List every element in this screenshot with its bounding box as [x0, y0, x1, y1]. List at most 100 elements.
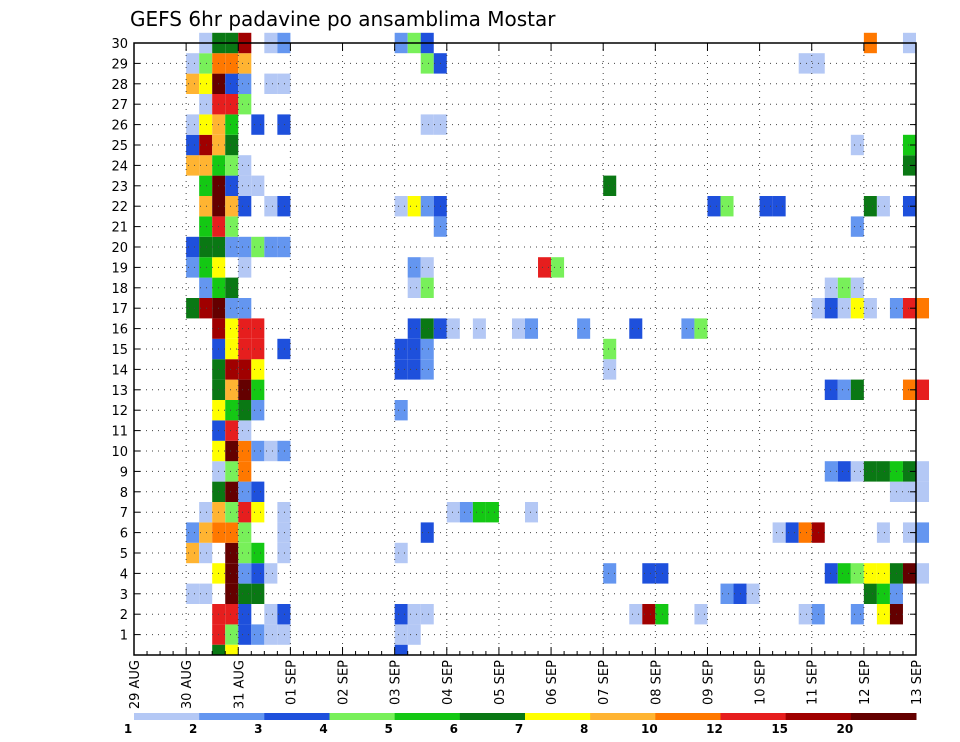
heatmap-cell [420, 257, 434, 278]
heatmap-cell [420, 277, 434, 298]
heatmap-cell [876, 461, 890, 482]
heatmap-cell [798, 604, 812, 625]
heatmap-cell [407, 277, 421, 298]
heatmap-cell [238, 359, 252, 380]
heatmap-cell [902, 481, 916, 502]
heatmap-cell [251, 583, 265, 604]
heatmap-cell [199, 502, 213, 523]
colorbar-segment [590, 713, 656, 720]
heatmap-cell [916, 522, 930, 543]
heatmap-cell [876, 196, 890, 217]
heatmap-cell [902, 379, 916, 400]
x-tick-label: 11 SEP [806, 660, 821, 705]
y-tick-label: 6 [120, 527, 128, 542]
heatmap-cell [225, 359, 239, 380]
heatmap-cell [394, 624, 408, 645]
heatmap-cell [251, 563, 265, 584]
heatmap-cell [824, 461, 838, 482]
heatmap-cell [642, 563, 656, 584]
y-tick-label: 1 [120, 629, 128, 644]
heatmap-cell [902, 522, 916, 543]
colorbar-segment [459, 713, 526, 720]
heatmap-cell [407, 257, 421, 278]
y-tick-label: 12 [111, 404, 128, 419]
heatmap-cell [225, 461, 239, 482]
colorbar-segment [525, 713, 591, 720]
heatmap-cell [863, 461, 877, 482]
heatmap-cell [238, 624, 252, 645]
colorbar-label: 1 [124, 722, 132, 736]
heatmap-cell [863, 563, 877, 584]
colorbar-label: 2 [189, 722, 197, 736]
heatmap-cell [264, 73, 278, 94]
y-tick-label: 22 [111, 200, 128, 215]
heatmap-cell [225, 604, 239, 625]
heatmap-cell [916, 481, 930, 502]
heatmap-cell [394, 400, 408, 421]
heatmap-cell [525, 502, 539, 523]
heatmap-cell [238, 175, 252, 196]
heatmap-cell [186, 583, 200, 604]
heatmap-cell [407, 624, 421, 645]
heatmap-cell [850, 216, 864, 237]
heatmap-cell [199, 196, 213, 217]
heatmap-cell [238, 420, 252, 441]
heatmap-cell [251, 318, 265, 339]
heatmap-cell [251, 175, 265, 196]
heatmap-cell [186, 134, 200, 156]
heatmap-cell [225, 502, 239, 523]
heatmap-cell [407, 318, 421, 339]
heatmap-cell [264, 196, 278, 217]
x-tick-label: 12 SEP [858, 660, 873, 705]
heatmap-cell [238, 563, 252, 584]
y-tick-label: 25 [111, 139, 128, 154]
heatmap-cell [277, 522, 291, 543]
heatmap-cell [798, 53, 812, 74]
heatmap-cell [916, 461, 930, 482]
x-tick-label: 05 SEP [493, 660, 508, 705]
heatmap-cell [759, 196, 773, 217]
heatmap-cell [863, 298, 877, 319]
heatmap-cell [212, 644, 226, 655]
heatmap-cell [850, 461, 864, 482]
heatmap-cell [902, 134, 916, 156]
colorbar-label: 6 [450, 722, 458, 736]
x-tick-label: 13 SEP [910, 660, 925, 705]
heatmap-cell [420, 522, 434, 543]
heatmap-cell [420, 318, 434, 339]
heatmap-cell [238, 236, 252, 258]
heatmap-cell [277, 114, 291, 135]
y-tick-label: 4 [120, 567, 128, 582]
heatmap-cell [186, 236, 200, 258]
colorbar-segment [264, 713, 330, 720]
heatmap-cell [538, 257, 552, 278]
y-tick-label: 30 [111, 37, 128, 52]
heatmap-cell [186, 53, 200, 74]
heatmap-cell [186, 73, 200, 94]
plot-area: 1234567891011121314151617181920212223242… [111, 32, 930, 709]
heatmap-cell [199, 257, 213, 278]
heatmap-cell [824, 379, 838, 400]
heatmap-cell [837, 461, 851, 482]
colorbar-segment [394, 713, 461, 720]
colorbar-segment [720, 713, 787, 720]
heatmap-cell [199, 53, 213, 74]
heatmap-cell [629, 604, 643, 625]
heatmap-cell [199, 155, 213, 176]
heatmap-cell [525, 318, 539, 339]
heatmap-cell [199, 134, 213, 156]
heatmap-cell [238, 379, 252, 400]
heatmap-cell [603, 359, 617, 380]
heatmap-cell [850, 563, 864, 584]
x-tick-label: 01 SEP [284, 660, 299, 705]
heatmap-cell [850, 298, 864, 319]
heatmap-cell [225, 94, 239, 115]
heatmap-cell [238, 502, 252, 523]
x-tick-label: 02 SEP [337, 660, 352, 705]
heatmap-cell [277, 73, 291, 94]
y-tick-label: 17 [111, 302, 128, 317]
y-tick-label: 28 [111, 78, 128, 93]
heatmap-cell [863, 196, 877, 217]
heatmap-cell [863, 583, 877, 604]
x-tick-label: 09 SEP [701, 660, 716, 705]
